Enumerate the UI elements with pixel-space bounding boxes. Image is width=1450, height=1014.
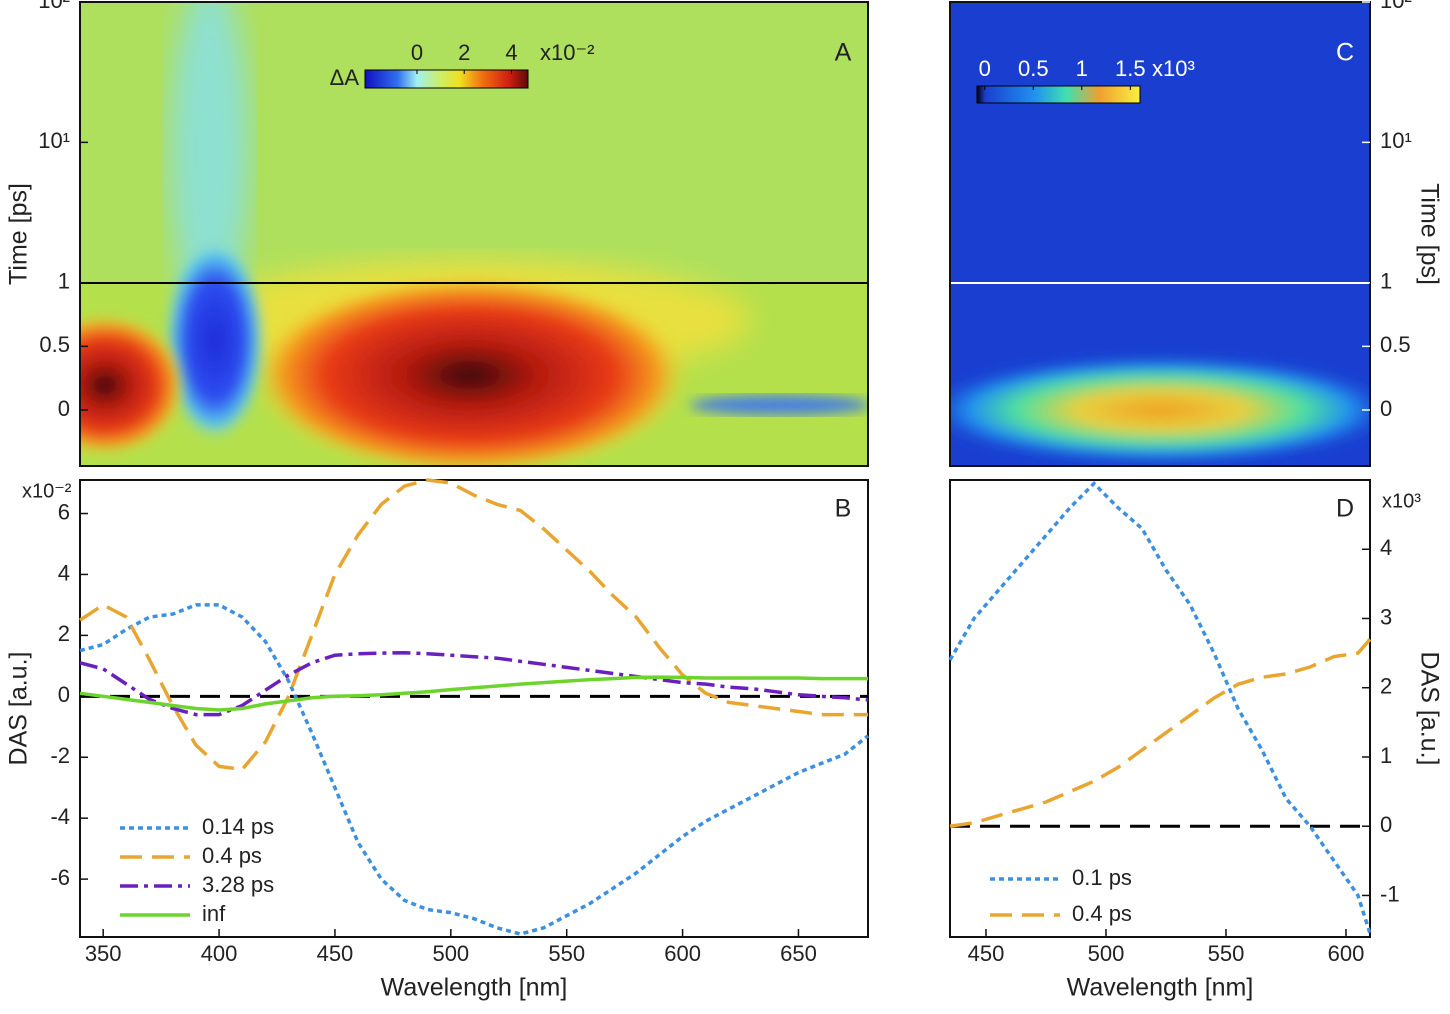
x-tick-label: 600 xyxy=(1328,941,1365,966)
y-tick-label: 10² xyxy=(38,0,70,13)
x-tick-label: 350 xyxy=(85,941,122,966)
plot-frame xyxy=(79,1,869,467)
legend-label: 0.4 ps xyxy=(202,843,262,868)
y-tick-label: 10¹ xyxy=(1380,128,1412,153)
x-tick-label: 500 xyxy=(1088,941,1125,966)
plot-frame xyxy=(949,1,1371,467)
legend-label: 3.28 ps xyxy=(202,872,274,897)
panel-label: B xyxy=(835,495,852,523)
x-axis-label: Wavelength [nm] xyxy=(381,974,568,1002)
colorbar-label: ΔA xyxy=(330,65,360,90)
y-tick-label: -1 xyxy=(1380,881,1400,906)
x-tick-label: 550 xyxy=(1208,941,1245,966)
colorbar-c xyxy=(976,85,1141,104)
y-tick-label: 0 xyxy=(1380,396,1392,421)
y-tick-label: 1 xyxy=(1380,743,1392,768)
colorbar-unit: x10⁻² xyxy=(540,40,594,65)
colorbar-tick-label: 1 xyxy=(1076,56,1088,81)
y-tick-label: 6 xyxy=(58,499,70,524)
y-tick-label: 0 xyxy=(1380,812,1392,837)
y-tick-label: 4 xyxy=(1380,535,1392,560)
x-tick-label: 600 xyxy=(664,941,701,966)
panel-label: D xyxy=(1336,495,1354,523)
y-tick-label: 2 xyxy=(58,621,70,646)
data-line xyxy=(79,603,870,936)
data-line xyxy=(79,650,869,717)
y-axis-label: Time [ps] xyxy=(5,183,33,285)
data-line xyxy=(79,675,868,712)
plot-frame xyxy=(949,479,1371,938)
data-line xyxy=(949,638,1372,828)
legend-label: 0.4 ps xyxy=(1072,901,1132,926)
y-tick-label: 0 xyxy=(58,682,70,707)
y-tick-label: 0.5 xyxy=(1380,332,1411,357)
x-tick-label: 400 xyxy=(201,941,238,966)
y-axis-label: DAS [a.u.] xyxy=(5,652,33,766)
data-line xyxy=(79,478,868,772)
y-tick-label: 10¹ xyxy=(38,128,70,153)
y-tick-label: -6 xyxy=(50,865,70,890)
x-tick-label: 450 xyxy=(968,941,1005,966)
colorbar-tick-label: 0 xyxy=(979,56,991,81)
multiplier: x10³ xyxy=(1382,490,1421,512)
y-tick-label: 1 xyxy=(1380,269,1392,294)
legend-label: 0.14 ps xyxy=(202,814,274,839)
y-tick-label: 4 xyxy=(58,560,70,585)
y-tick-label: 2 xyxy=(1380,674,1392,699)
legend-label: 0.1 ps xyxy=(1072,865,1132,890)
panel-label: A xyxy=(835,39,852,67)
colorbar-unit: x10³ xyxy=(1152,56,1195,81)
colorbar-tick-label: 0 xyxy=(411,40,423,65)
y-axis-label: Time [ps] xyxy=(1415,183,1443,285)
plot-frame xyxy=(79,479,869,938)
data-line xyxy=(948,481,1372,935)
y-tick-label: 0.5 xyxy=(39,332,70,357)
y-tick-label: 0 xyxy=(58,396,70,421)
x-tick-label: 550 xyxy=(548,941,585,966)
panel-label: C xyxy=(1336,39,1354,67)
y-tick-label: 3 xyxy=(1380,604,1392,629)
y-tick-label: -4 xyxy=(50,804,70,829)
x-tick-label: 650 xyxy=(780,941,817,966)
y-tick-label: -2 xyxy=(50,743,70,768)
colorbar-tick-label: 4 xyxy=(505,40,517,65)
x-tick-label: 450 xyxy=(317,941,354,966)
y-axis-label: DAS [a.u.] xyxy=(1415,652,1443,766)
x-axis-label: Wavelength [nm] xyxy=(1067,974,1254,1002)
y-tick-label: 1 xyxy=(58,269,70,294)
legend-label: inf xyxy=(202,901,226,926)
colorbar-tick-label: 1.5 xyxy=(1115,56,1146,81)
colorbar-tick-label: 2 xyxy=(458,40,470,65)
y-tick-label: 10² xyxy=(1380,0,1412,13)
colorbar-a xyxy=(364,69,529,89)
x-tick-label: 500 xyxy=(432,941,469,966)
heatmap-c xyxy=(950,2,1370,466)
multiplier: x10⁻² xyxy=(22,480,72,502)
colorbar-tick-label: 0.5 xyxy=(1018,56,1049,81)
